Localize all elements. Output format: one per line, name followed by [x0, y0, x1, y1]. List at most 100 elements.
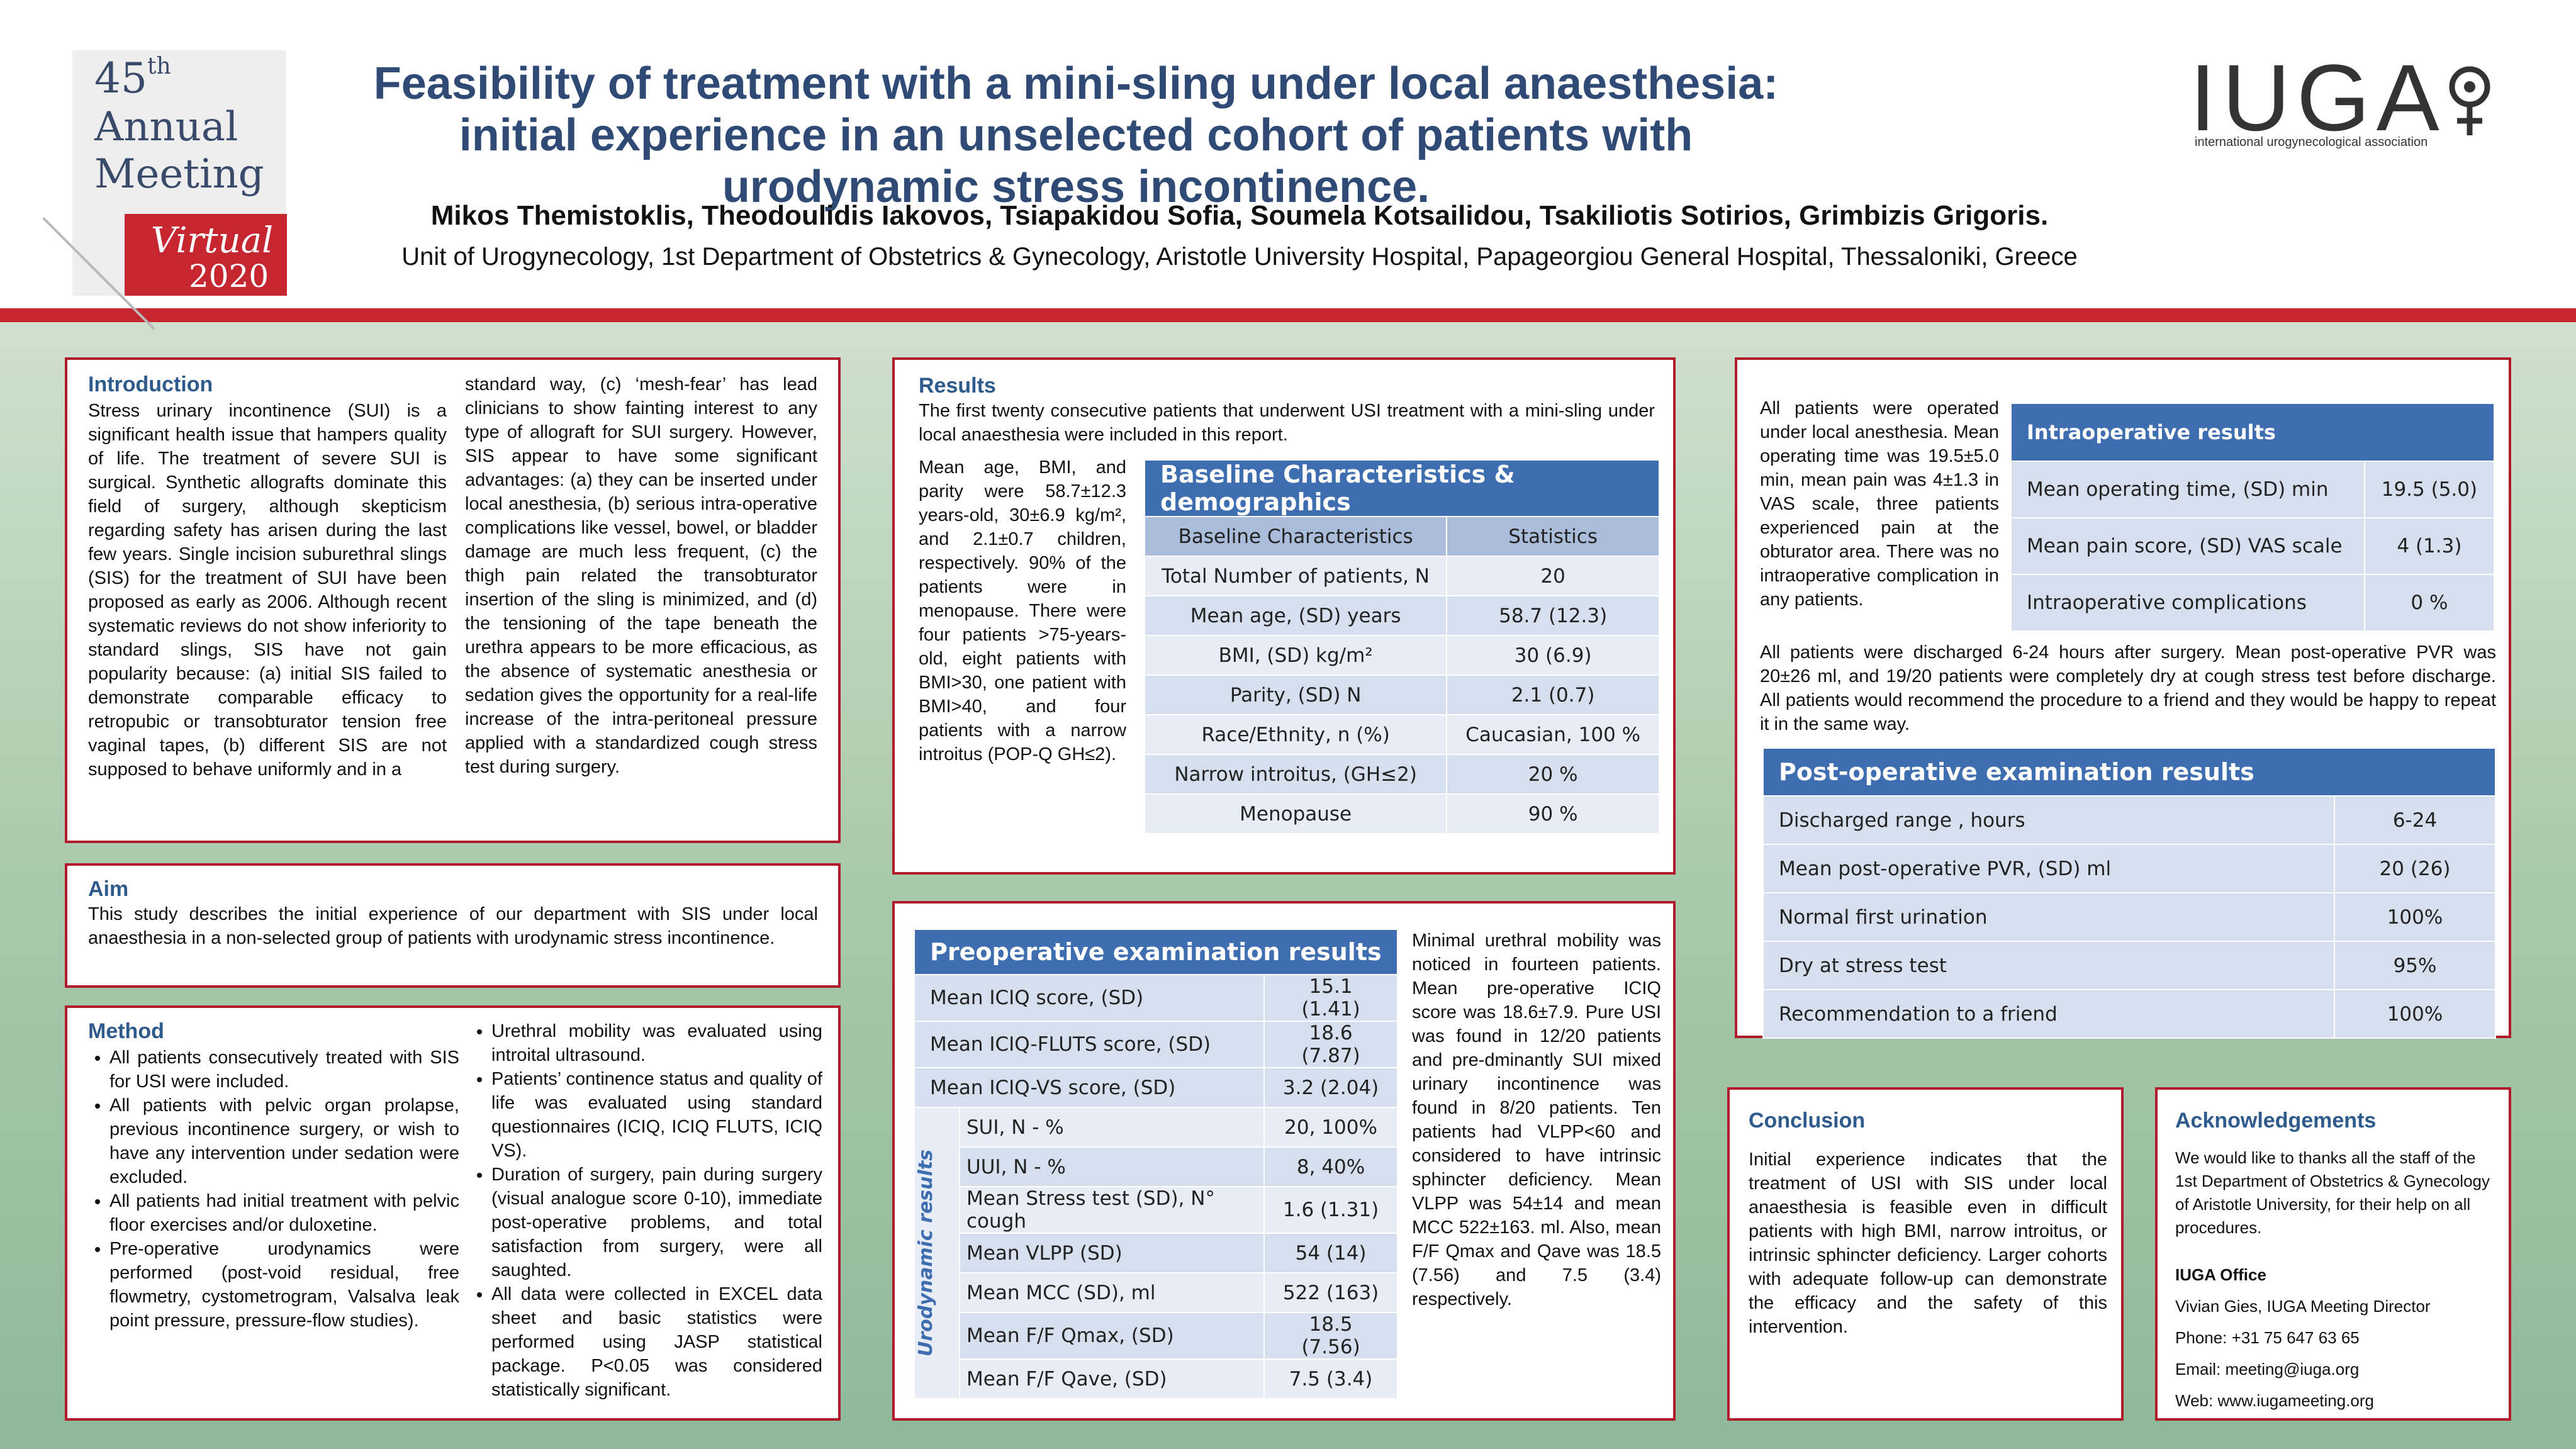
table-row: Recommendation to a friend 100% — [1762, 989, 2496, 1039]
baseline-table-title: Baseline Characteristics & demographics — [1144, 459, 1660, 517]
table-cell: Mean operating time, (SD) min — [2010, 461, 2365, 518]
table-cell: 90 % — [1446, 793, 1660, 834]
table-row: Mean post-operative PVR, (SD) ml 20 (26) — [1762, 844, 2496, 893]
baseline-col-header: Baseline Characteristics — [1143, 516, 1448, 557]
postoperative-table: Post-operative examination results Disch… — [1762, 747, 2496, 1039]
table-cell: Mean pain score, (SD) VAS scale — [2010, 517, 2365, 575]
table-row: Discharged range , hours 6-24 — [1762, 795, 2496, 845]
table-row: Mean age, (SD) years 58.7 (12.3) — [1143, 595, 1660, 636]
table-cell: BMI, (SD) kg/m² — [1143, 635, 1448, 676]
table-cell: Intraoperative complications — [2010, 574, 2365, 632]
conclusion-text: Initial experience indicates that the tr… — [1749, 1150, 2107, 1337]
baseline-table-header-row: Baseline Characteristics Statistics — [1143, 516, 1660, 557]
table-row: Parity, (SD) N 2.1 (0.7) — [1143, 674, 1660, 715]
table-cell: 3.2 (2.04) — [1263, 1067, 1398, 1108]
table-cell: Discharged range , hours — [1762, 795, 2336, 845]
table-cell: 20 — [1446, 556, 1660, 596]
table-row: Dry at stress test 95% — [1762, 941, 2496, 990]
contact-website[interactable]: Web: www.iugameeting.org — [2175, 1391, 2375, 1410]
intraop-table-title: Intraoperative results — [2010, 403, 2495, 462]
table-cell: 1.6 (1.31) — [1263, 1186, 1398, 1234]
table-row: Mean pain score, (SD) VAS scale 4 (1.3) — [2010, 517, 2495, 575]
introduction-panel: Introduction Stress urinary incontinence… — [65, 357, 841, 843]
table-row: Race/Ethnity, n (%) Caucasian, 100 % — [1143, 714, 1660, 755]
acknowledgements-panel: Acknowledgements We would like to thanks… — [2155, 1087, 2511, 1421]
contact-name: Vivian Gies, IUGA Meeting Director — [2175, 1297, 2431, 1316]
table-row: Urodynamic results SUI, N - % 20, 100% — [914, 1107, 1398, 1399]
method-item: Urethral mobility was evaluated using in… — [491, 1019, 822, 1067]
results-intro-text: The first twenty consecutive patients th… — [919, 401, 1655, 445]
table-row: Narrow introitus, (GH≤2) 20 % — [1143, 754, 1660, 795]
table-cell: 20 (26) — [2334, 844, 2496, 893]
table-row: Mean ICIQ-FLUTS score, (SD) 18.6 (7.87) — [913, 1021, 1398, 1068]
intraoperative-panel: All patients were operated under local a… — [1735, 357, 2511, 1039]
table-cell: Mean F/F Qave, (SD) — [958, 1358, 1265, 1399]
urodynamic-side-cell: Urodynamic results — [914, 1107, 960, 1399]
table-cell: 19.5 (5.0) — [2363, 461, 2495, 518]
table-cell: 54 (14) — [1263, 1233, 1398, 1273]
urodynamic-side-label: Urodynamic results — [915, 1149, 937, 1357]
table-row: Mean ICIQ-VS score, (SD) 3.2 (2.04) — [913, 1067, 1398, 1108]
contact-phone: Phone: +31 75 647 63 65 — [2175, 1328, 2360, 1347]
table-row: Normal first urination 100% — [1762, 892, 2496, 942]
badge-year: 2020 — [189, 258, 269, 294]
table-cell: Parity, (SD) N — [1143, 674, 1448, 715]
preoperative-panel: Preoperative examination results Mean IC… — [892, 901, 1676, 1421]
table-row: UUI, N - % 8, 40% — [914, 1146, 1398, 1187]
table-cell: Narrow introitus, (GH≤2) — [1143, 754, 1448, 795]
postop-table-title: Post-operative examination results — [1762, 747, 2496, 797]
table-cell: 100% — [2334, 989, 2496, 1039]
iuga-logo-word: IUGA — [2190, 45, 2446, 150]
table-cell: 15.1 (1.41) — [1263, 974, 1398, 1022]
table-cell: 0 % — [2363, 574, 2495, 632]
table-cell: 20, 100% — [1263, 1107, 1398, 1148]
poster-authors: Mikos Themistoklis, Theodoulidis Iakovos… — [430, 200, 2049, 231]
acknowledgements-heading: Acknowledgements — [2175, 1109, 2377, 1133]
baseline-table: Baseline Characteristics & demographics … — [1143, 459, 1660, 834]
introduction-text-col2: standard way, (c) ‘mesh-fear’ has lead c… — [465, 374, 817, 777]
poster-header — [0, 0, 2576, 308]
table-cell: 18.5 (7.56) — [1263, 1312, 1398, 1360]
table-row: Mean ICIQ score, (SD) 15.1 (1.41) — [913, 974, 1398, 1022]
intraop-table-title-row: Intraoperative results — [2010, 403, 2495, 462]
method-item: All patients consecutively treated with … — [109, 1046, 459, 1094]
table-cell: 522 (163) — [1263, 1272, 1398, 1313]
table-cell: SUI, N - % — [958, 1107, 1265, 1148]
table-cell: 18.6 (7.87) — [1263, 1021, 1398, 1068]
header-red-divider — [0, 308, 2576, 322]
iuga-logo-subtitle: international urogynecological associati… — [2195, 135, 2428, 149]
table-cell: Mean MCC (SD), ml — [958, 1272, 1265, 1313]
table-row: Mean operating time, (SD) min 19.5 (5.0) — [2010, 461, 2495, 518]
table-cell: Mean Stress test (SD), N° cough — [958, 1186, 1265, 1234]
table-cell: Mean age, (SD) years — [1143, 595, 1448, 636]
table-cell: 20 % — [1446, 754, 1660, 795]
results-baseline-text: Mean age, BMI, and parity were 58.7±12.3… — [919, 457, 1126, 764]
table-row: Mean F/F Qave, (SD) 7.5 (3.4) — [914, 1358, 1398, 1399]
table-row: Total Number of patients, N 20 — [1143, 556, 1660, 596]
table-row: Menopause 90 % — [1143, 793, 1660, 834]
table-cell: Mean ICIQ-VS score, (SD) — [913, 1067, 1265, 1108]
poster-title: Feasibility of treatment with a mini-sli… — [373, 59, 1779, 212]
acknowledgements-text: We would like to thanks all the staff of… — [2175, 1148, 2490, 1237]
method-item: All patients had initial treatment with … — [109, 1189, 459, 1237]
badge-virtual: Virtual — [151, 220, 274, 261]
badge-meeting-number: 45th — [94, 53, 171, 103]
table-cell: Mean ICIQ-FLUTS score, (SD) — [913, 1021, 1265, 1068]
intraoperative-text: All patients were operated under local a… — [1760, 398, 1999, 610]
badge-meeting: Meeting — [94, 151, 264, 198]
conclusion-heading: Conclusion — [1749, 1109, 1866, 1133]
results-heading: Results — [919, 374, 996, 398]
badge-red-banner — [125, 214, 287, 296]
table-cell: 4 (1.3) — [2363, 517, 2495, 575]
female-symbol-icon — [2449, 66, 2490, 135]
contact-email[interactable]: Email: meeting@iuga.org — [2175, 1360, 2360, 1379]
poster-affiliation: Unit of Urogynecology, 1st Department of… — [401, 243, 2078, 271]
baseline-table-title-row: Baseline Characteristics & demographics — [1144, 459, 1660, 517]
method-item: Pre-operative urodynamics were performed… — [109, 1237, 459, 1333]
table-cell: Menopause — [1143, 793, 1448, 834]
table-cell: Total Number of patients, N — [1143, 556, 1448, 596]
method-item: Patients’ continence status and quality … — [491, 1067, 822, 1163]
postop-table-title-row: Post-operative examination results — [1762, 747, 2496, 797]
intraoperative-table: Intraoperative results Mean operating ti… — [2010, 403, 2495, 632]
postop-summary-text: All patients were discharged 6-24 hours … — [1760, 642, 2496, 734]
